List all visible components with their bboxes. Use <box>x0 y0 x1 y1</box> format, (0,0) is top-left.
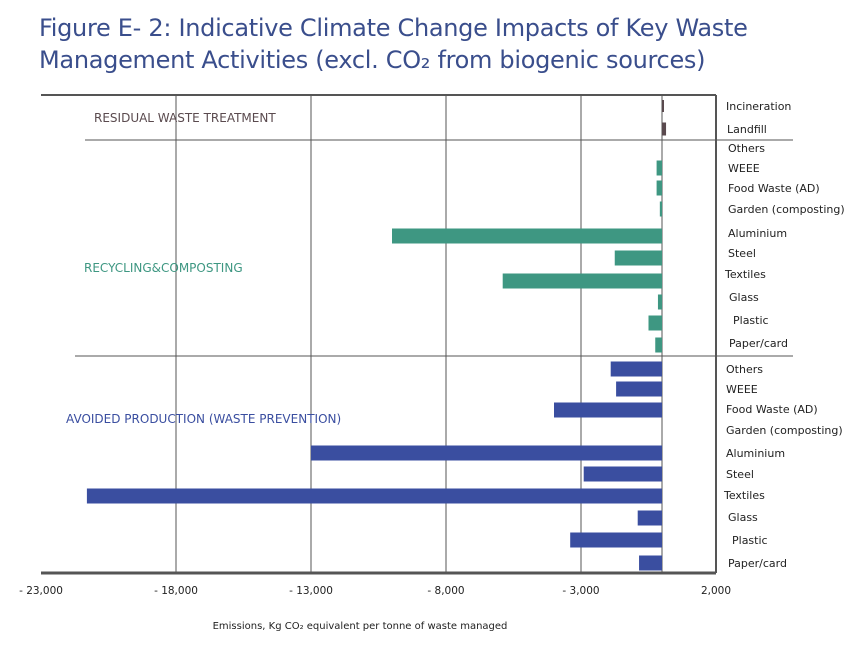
category-label: Paper/card <box>729 337 788 350</box>
bar <box>656 160 662 176</box>
bar <box>392 228 662 244</box>
bar <box>639 555 662 571</box>
category-label: Plastic <box>733 314 769 327</box>
bar <box>637 510 662 526</box>
x-tick-label: - 8,000 <box>427 585 464 597</box>
bar <box>570 532 662 548</box>
bar <box>659 201 662 217</box>
x-tick-label: - 13,000 <box>289 585 333 597</box>
category-label: Textiles <box>724 268 766 281</box>
x-tick-label: - 18,000 <box>154 585 198 597</box>
bar <box>616 381 662 397</box>
bar <box>648 315 662 331</box>
category-label: Food Waste (AD) <box>726 403 818 416</box>
category-label: Glass <box>728 511 758 524</box>
x-tick-label: - 3,000 <box>562 585 599 597</box>
chart-title-line-1: Figure E- 2: Indicative Climate Change I… <box>39 14 748 42</box>
category-label: WEEE <box>728 162 760 175</box>
category-label: Steel <box>726 468 754 481</box>
category-label: Aluminium <box>728 227 787 240</box>
bar <box>554 402 662 418</box>
category-label: Food Waste (AD) <box>728 182 820 195</box>
bar <box>311 445 662 461</box>
category-label: Incineration <box>726 100 791 113</box>
x-tick-label: - 23,000 <box>19 585 63 597</box>
bar <box>583 466 662 482</box>
bar <box>662 100 664 112</box>
category-label: Landfill <box>727 123 767 136</box>
bar <box>86 488 662 504</box>
category-label: Garden (composting) <box>726 424 843 437</box>
chart-title-line-2: Management Activities (excl. CO₂ from bi… <box>39 46 706 74</box>
bar <box>662 122 667 136</box>
chart-title: Figure E- 2: Indicative Climate Change I… <box>39 12 748 76</box>
category-label: Others <box>726 363 763 376</box>
category-label: Paper/card <box>728 557 787 570</box>
section-label: RECYCLING&COMPOSTING <box>84 261 243 275</box>
bar <box>610 361 662 377</box>
category-label: Garden (composting) <box>728 203 845 216</box>
bar <box>657 294 662 310</box>
category-label: Others <box>728 142 765 155</box>
category-label: Textiles <box>723 489 765 502</box>
bar <box>656 180 662 196</box>
category-label: WEEE <box>726 383 758 396</box>
category-label: Plastic <box>732 534 768 547</box>
bar <box>614 250 662 266</box>
bar <box>502 273 662 289</box>
category-label: Aluminium <box>726 447 785 460</box>
category-label: Steel <box>728 247 756 260</box>
section-label: RESIDUAL WASTE TREATMENT <box>94 111 276 125</box>
category-label: Glass <box>729 291 759 304</box>
x-tick-label: 2,000 <box>701 585 731 597</box>
section-label: AVOIDED PRODUCTION (WASTE PREVENTION) <box>66 412 341 426</box>
x-axis-label: Emissions, Kg CO₂ equivalent per tonne o… <box>213 621 508 632</box>
bar <box>655 337 662 353</box>
